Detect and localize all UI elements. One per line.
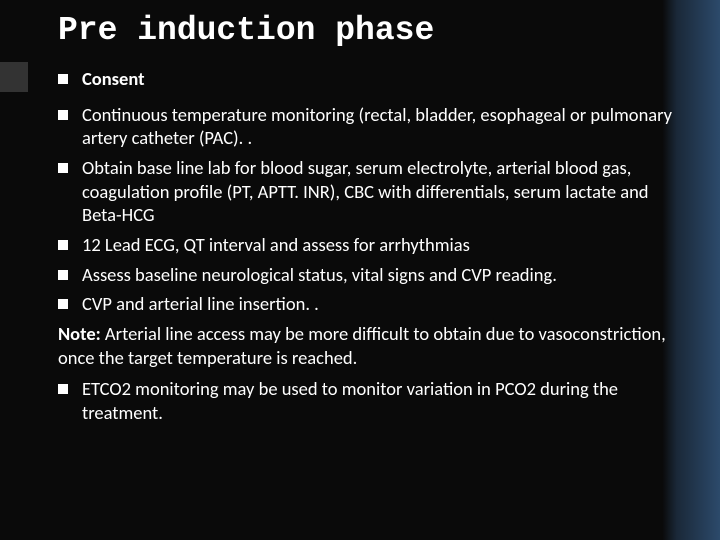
- bullet-item: Obtain base line lab for blood sugar, se…: [58, 156, 690, 227]
- note-text: Note: Arterial line access may be more d…: [58, 322, 690, 369]
- bullet-marker-icon: [58, 270, 68, 280]
- bullet-marker-icon: [58, 74, 68, 84]
- bullet-item: Continuous temperature monitoring (recta…: [58, 103, 690, 150]
- slide-body: Consent Continuous temperature monitorin…: [58, 67, 690, 425]
- bullet-item: CVP and arterial line insertion. .: [58, 292, 690, 316]
- slide-content: Pre induction phase Consent Continuous t…: [0, 0, 720, 441]
- bullet-text: 12 Lead ECG, QT interval and assess for …: [82, 233, 690, 257]
- bullet-text: ETCO2 monitoring may be used to monitor …: [82, 377, 690, 424]
- bullet-text: CVP and arterial line insertion. .: [82, 292, 690, 316]
- slide-title: Pre induction phase: [58, 12, 690, 49]
- note-body: Arterial line access may be more difficu…: [58, 322, 666, 369]
- bullet-text: Continuous temperature monitoring (recta…: [82, 103, 690, 150]
- bullet-text: Assess baseline neurological status, vit…: [82, 263, 690, 287]
- bullet-marker-icon: [58, 299, 68, 309]
- bullet-marker-icon: [58, 384, 68, 394]
- bullet-marker-icon: [58, 110, 68, 120]
- bullet-item: Assess baseline neurological status, vit…: [58, 263, 690, 287]
- side-accent-bar: [0, 62, 28, 92]
- bullet-text: Consent: [82, 67, 690, 91]
- bullet-marker-icon: [58, 163, 68, 173]
- note-label: Note:: [58, 322, 101, 345]
- bullet-marker-icon: [58, 240, 68, 250]
- bullet-item: 12 Lead ECG, QT interval and assess for …: [58, 233, 690, 257]
- bullet-text: Obtain base line lab for blood sugar, se…: [82, 156, 690, 227]
- bullet-item: ETCO2 monitoring may be used to monitor …: [58, 377, 690, 424]
- bullet-item: Consent: [58, 67, 690, 91]
